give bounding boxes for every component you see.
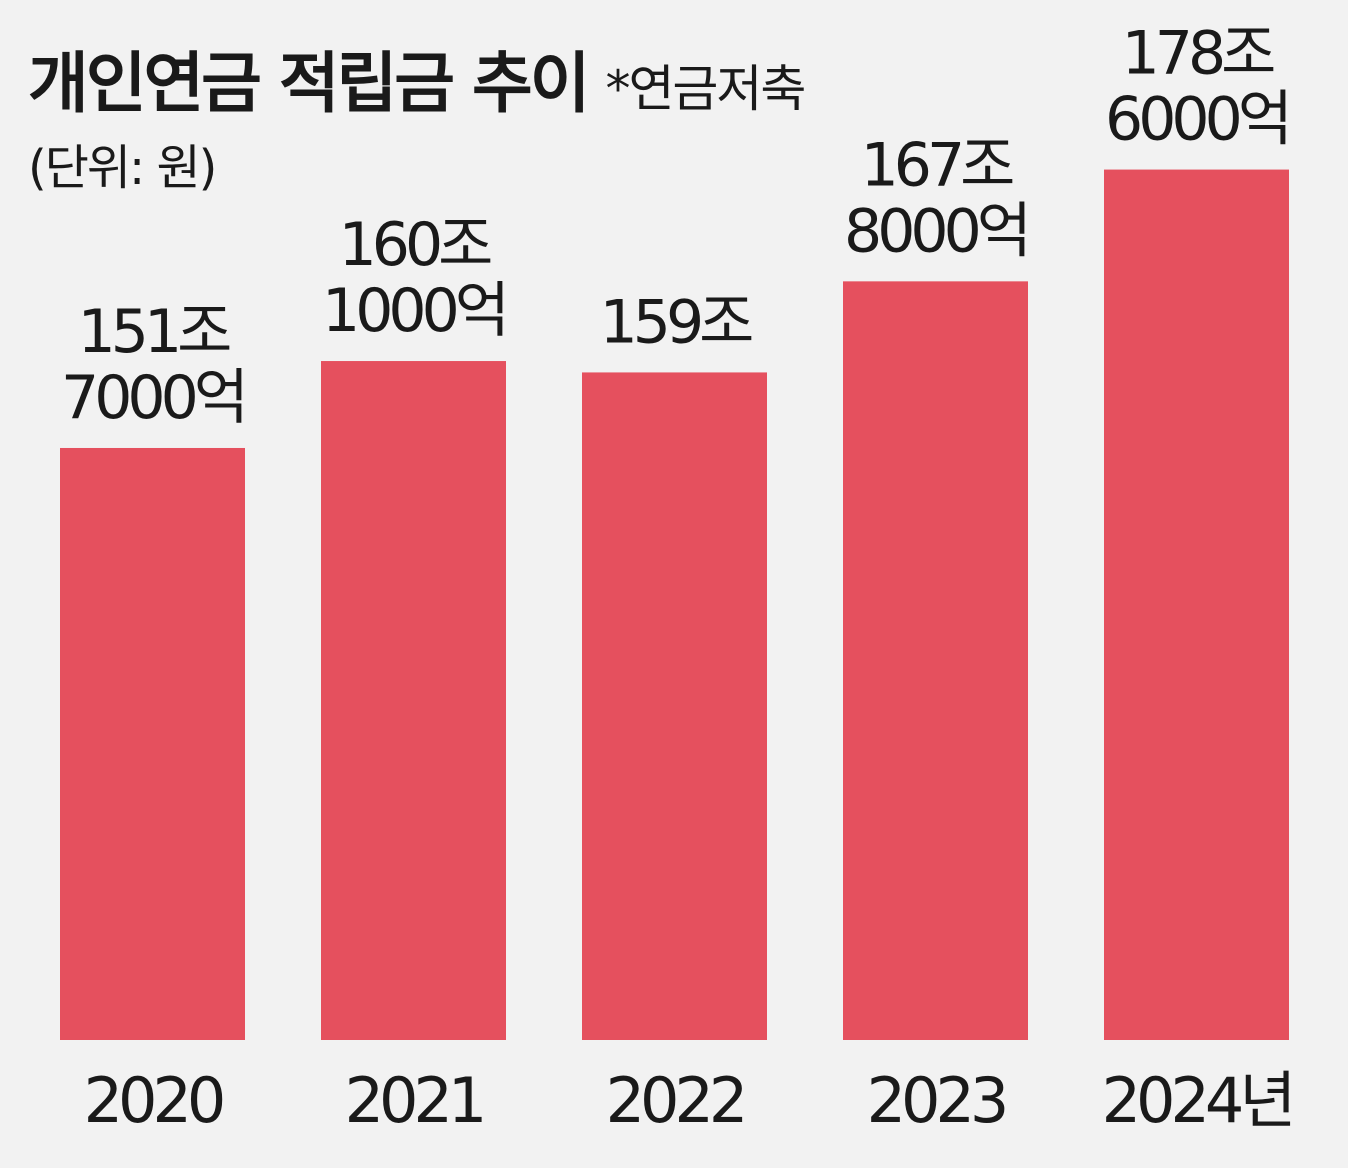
- category-label-2024년: 2024년: [1102, 1064, 1292, 1137]
- data-label-2023-2: 8000억: [844, 196, 1027, 266]
- data-label-2024년-1: 178조: [1122, 19, 1275, 89]
- bar-2024년: [1104, 169, 1289, 1040]
- category-label-2022: 2022: [606, 1064, 744, 1137]
- data-label-2021-2: 1000억: [322, 276, 505, 346]
- bar-2021: [321, 361, 506, 1040]
- data-label-2024년-2: 6000억: [1105, 85, 1288, 155]
- data-label-2020-2: 7000억: [61, 363, 244, 433]
- category-label-2020: 2020: [84, 1064, 223, 1137]
- category-label-2021: 2021: [345, 1064, 483, 1137]
- bar-2020: [60, 447, 245, 1041]
- data-label-2021-1: 160조: [339, 210, 492, 280]
- chart-title: 개인연금 적립금 추이: [28, 45, 590, 122]
- unit-label: (단위: 원): [28, 140, 217, 196]
- title-row: 개인연금 적립금 추이 *연금저축: [28, 30, 806, 126]
- chart-note: *연금저축: [605, 60, 806, 118]
- bar-2022: [582, 372, 767, 1040]
- data-label-2023-1: 167조: [861, 130, 1014, 200]
- data-label-2020-1: 151조: [78, 297, 231, 367]
- data-label-2022-1: 159조: [600, 287, 753, 357]
- bar-2023: [843, 281, 1028, 1041]
- category-label-2023: 2023: [867, 1064, 1005, 1137]
